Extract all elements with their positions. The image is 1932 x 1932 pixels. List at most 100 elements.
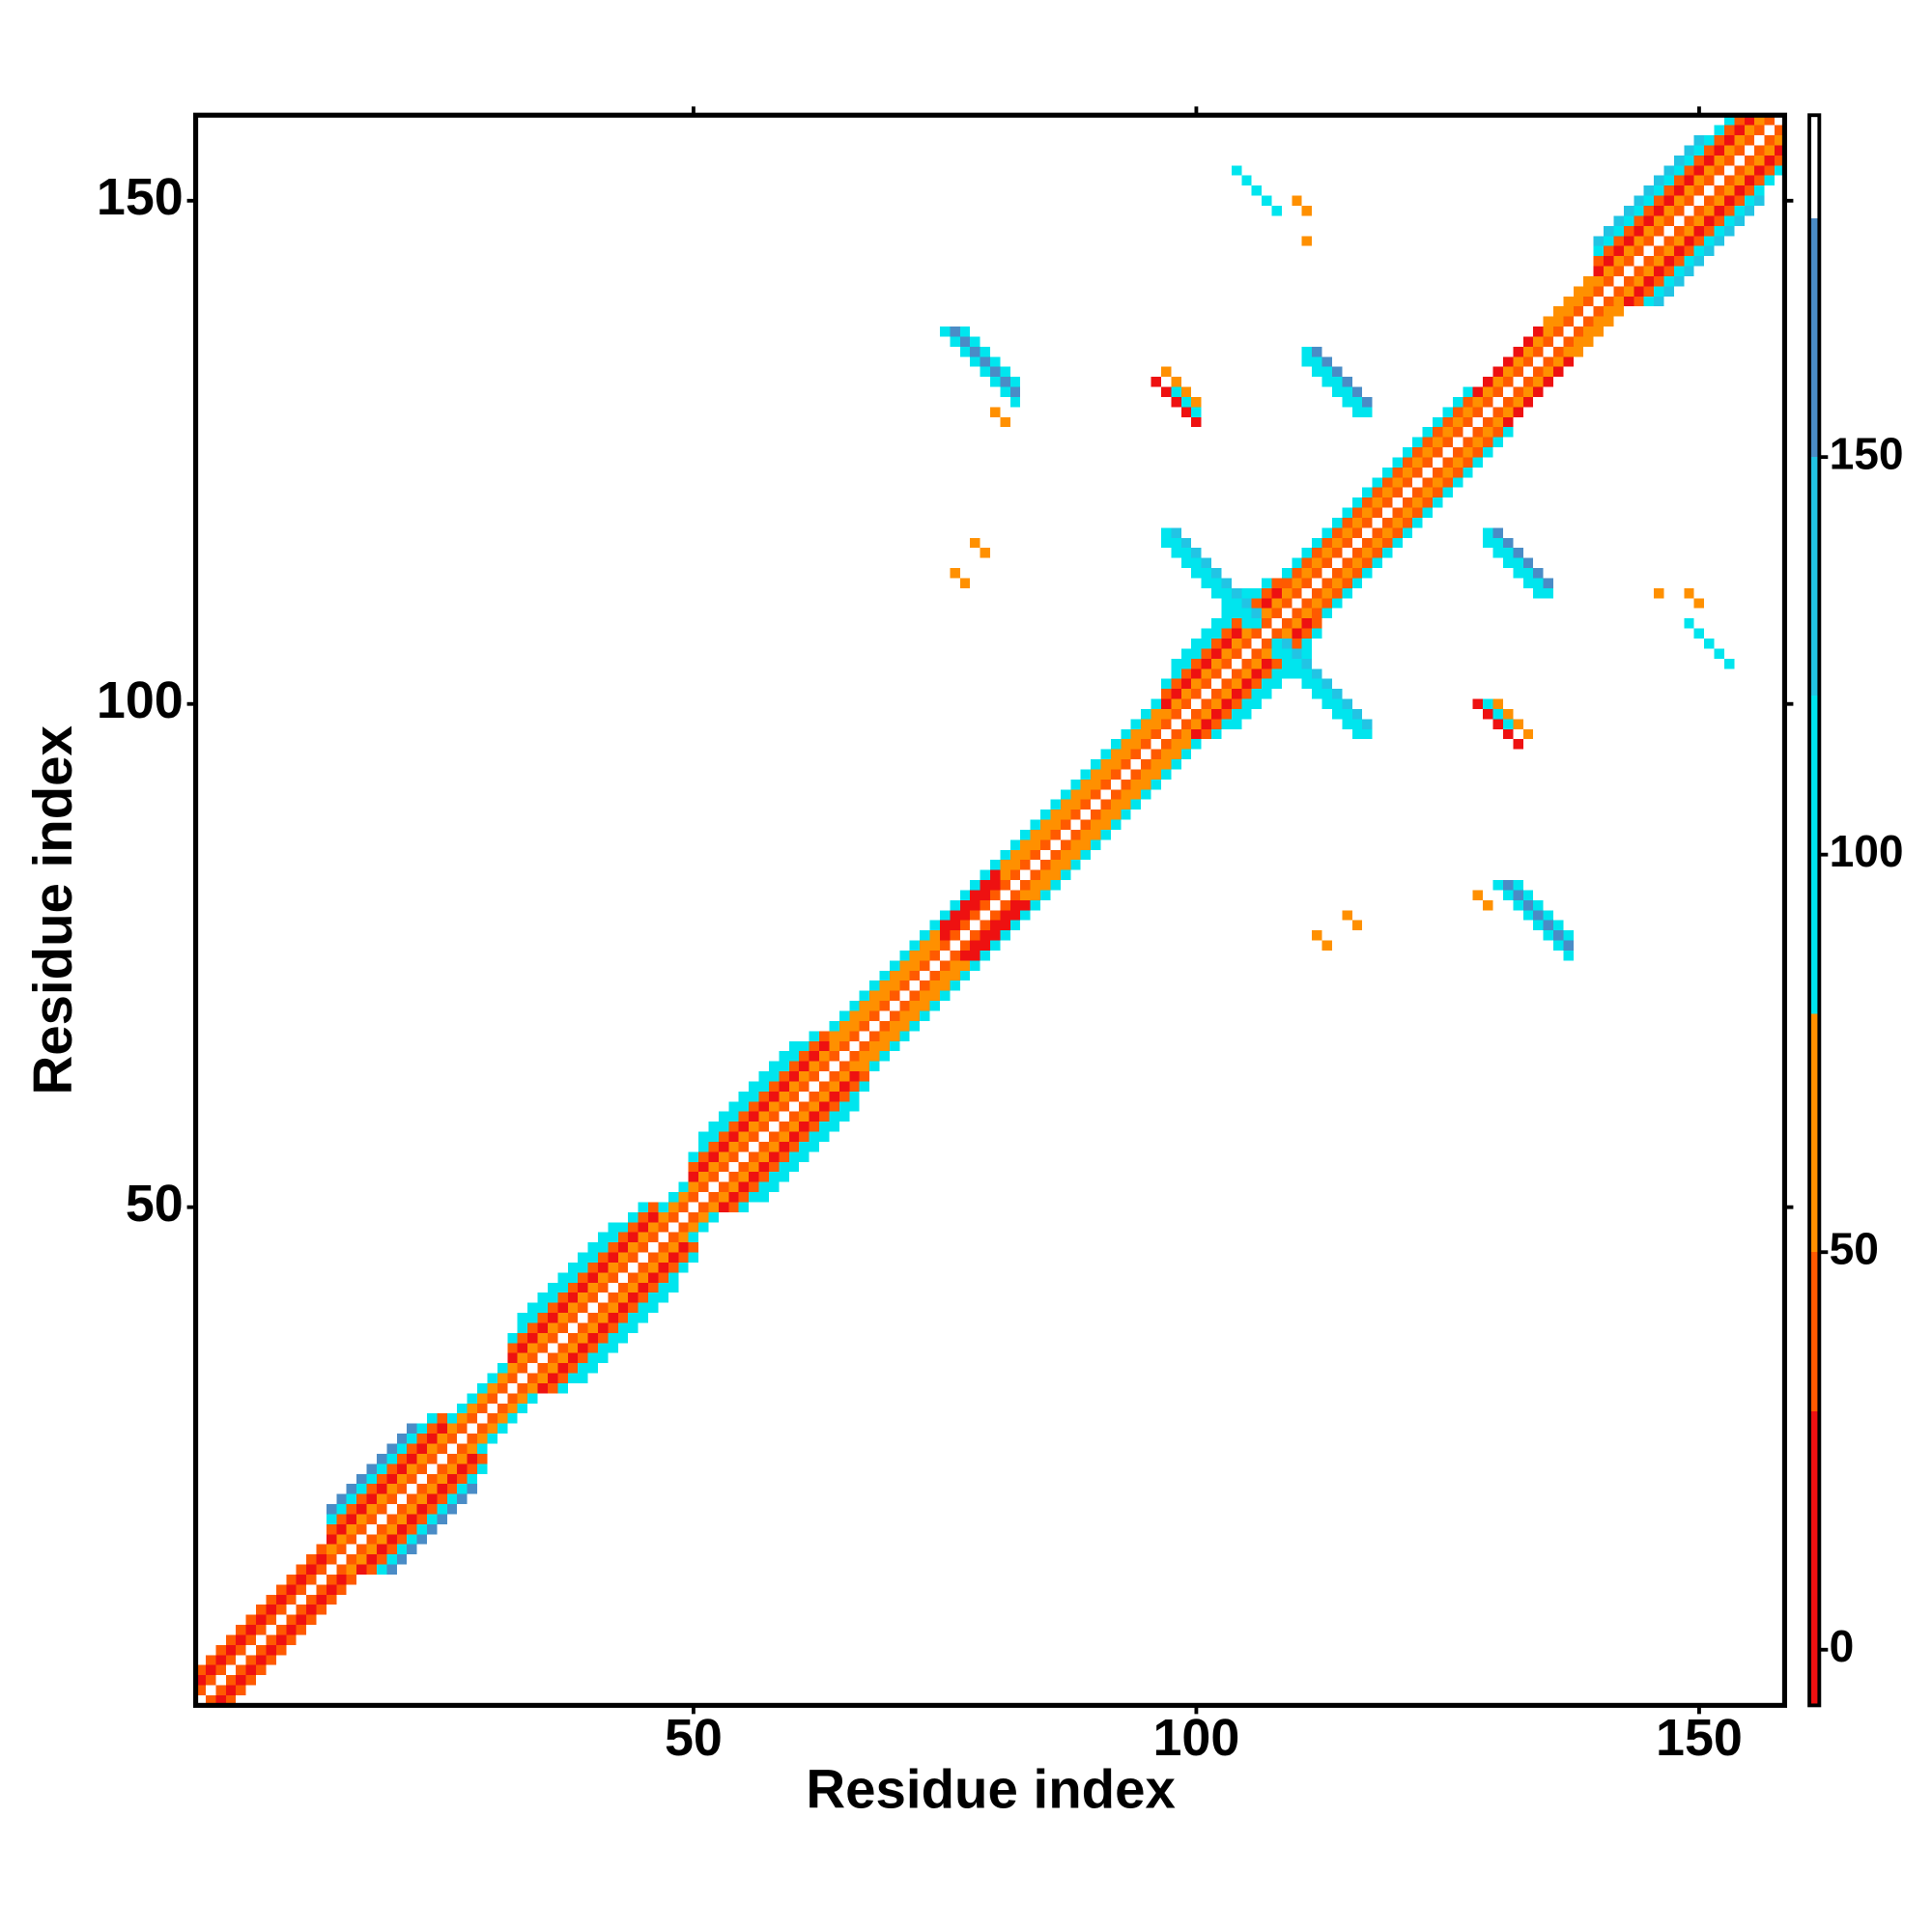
contact-band (326, 940, 940, 1555)
contact-band (517, 1222, 618, 1323)
contact-strip (1483, 537, 1544, 599)
contact-band (205, 125, 1785, 1706)
contact-strip (959, 327, 1021, 387)
contact-strip (1483, 527, 1553, 599)
colorbar-tick-label: 150 (1830, 428, 1904, 478)
contact-strip (970, 537, 990, 558)
contact-strip (1160, 527, 1263, 629)
contact-band (688, 1031, 820, 1162)
contact-band (1312, 427, 1503, 619)
contact-band (1281, 386, 1473, 579)
contact-band (195, 1544, 327, 1676)
contact-band (1472, 327, 1544, 397)
contact-band (507, 1202, 659, 1353)
contact-strip (1271, 648, 1363, 740)
contact-strip (1171, 527, 1263, 619)
x-tick-label: 50 (665, 1709, 723, 1767)
y-tick-label: 50 (126, 1175, 184, 1233)
y-tick-label: 100 (97, 671, 184, 729)
colorbar-tick-label: 0 (1830, 1621, 1855, 1671)
contact-band (578, 1282, 679, 1383)
contact-strip (1472, 890, 1493, 911)
contact-strip (1513, 880, 1574, 941)
contact-band (829, 930, 940, 1041)
contact-band (688, 1031, 830, 1173)
contact-strip (950, 327, 1021, 397)
contact-band (1593, 135, 1705, 246)
contact-band (195, 1554, 327, 1686)
contact-band (376, 1463, 488, 1575)
contact-band (1321, 427, 1514, 619)
contact-band (758, 1101, 860, 1203)
contact-band (1543, 275, 1594, 327)
colorbar-bin (1809, 1410, 1820, 1706)
contact-strip (1281, 639, 1373, 729)
contact-band (386, 1484, 478, 1575)
colorbar-frame (1807, 113, 1822, 1708)
contact-band (1502, 356, 1574, 428)
contact-band (346, 960, 960, 1575)
contact-band (688, 1211, 719, 1243)
contact-strip (1684, 587, 1705, 609)
contact-band (195, 115, 1776, 1695)
contact-strip (1301, 346, 1373, 417)
contact-strip (1292, 195, 1313, 216)
contact-band (225, 1574, 357, 1706)
contact-band (547, 1242, 699, 1394)
contact-band (1281, 396, 1473, 588)
contact-strip (1151, 377, 1202, 428)
contact-band (698, 1040, 800, 1142)
contact-strip (1684, 618, 1715, 649)
contact-strip (1171, 386, 1202, 417)
contact-strip (1502, 880, 1574, 951)
contact-band (728, 1071, 870, 1212)
contact-band (1593, 115, 1745, 267)
contact-band (859, 960, 971, 1072)
y-tick-label: 150 (97, 168, 184, 226)
contact-strip (1160, 537, 1252, 629)
contact-band (215, 1574, 347, 1706)
contact-strip (1472, 698, 1523, 750)
colorbar-tick-label: 50 (1830, 1223, 1879, 1273)
contact-band (326, 1423, 417, 1515)
contact-band (1000, 115, 1765, 881)
y-axis-title: Residue index (22, 725, 83, 1094)
contact-strip (990, 407, 1010, 428)
x-axis-title: Residue index (806, 1758, 1175, 1819)
contact-strip (1492, 527, 1553, 588)
contact-strip (1342, 910, 1363, 931)
contact-strip (1654, 587, 1664, 599)
plot-frame (193, 112, 1787, 1708)
colorbar-bin (1809, 457, 1820, 696)
contact-strip (1483, 698, 1514, 729)
contact-band (688, 1040, 830, 1182)
contact-band (1573, 306, 1624, 357)
contact-strip (1312, 346, 1373, 408)
contact-band (326, 1413, 438, 1524)
contact-band (1654, 195, 1765, 307)
contact-band (829, 698, 1161, 1032)
contact-strip (1492, 880, 1574, 961)
contact-band (507, 1211, 659, 1364)
colorbar-bin (1809, 1252, 1820, 1411)
contact-band (1634, 155, 1785, 307)
colorbar-bin (1809, 115, 1820, 219)
contact-strip (1251, 185, 1282, 216)
contact-band (537, 1242, 689, 1394)
x-tick-label: 100 (1153, 1709, 1240, 1767)
contact-band (738, 1081, 870, 1212)
x-tick-label: 150 (1656, 1709, 1743, 1767)
contact-strip (1271, 639, 1373, 740)
colorbar-tick-label: 100 (1830, 826, 1904, 876)
contact-band (869, 739, 1202, 1072)
contact-band (446, 1363, 508, 1424)
contact-band (658, 1181, 689, 1212)
colorbar-bin (1809, 696, 1820, 1014)
colorbar-bin (1809, 218, 1820, 458)
contact-strip (1301, 236, 1313, 246)
cells (195, 115, 1785, 1706)
contact-strip (1312, 930, 1332, 951)
colorbar-bin (1809, 1013, 1820, 1253)
